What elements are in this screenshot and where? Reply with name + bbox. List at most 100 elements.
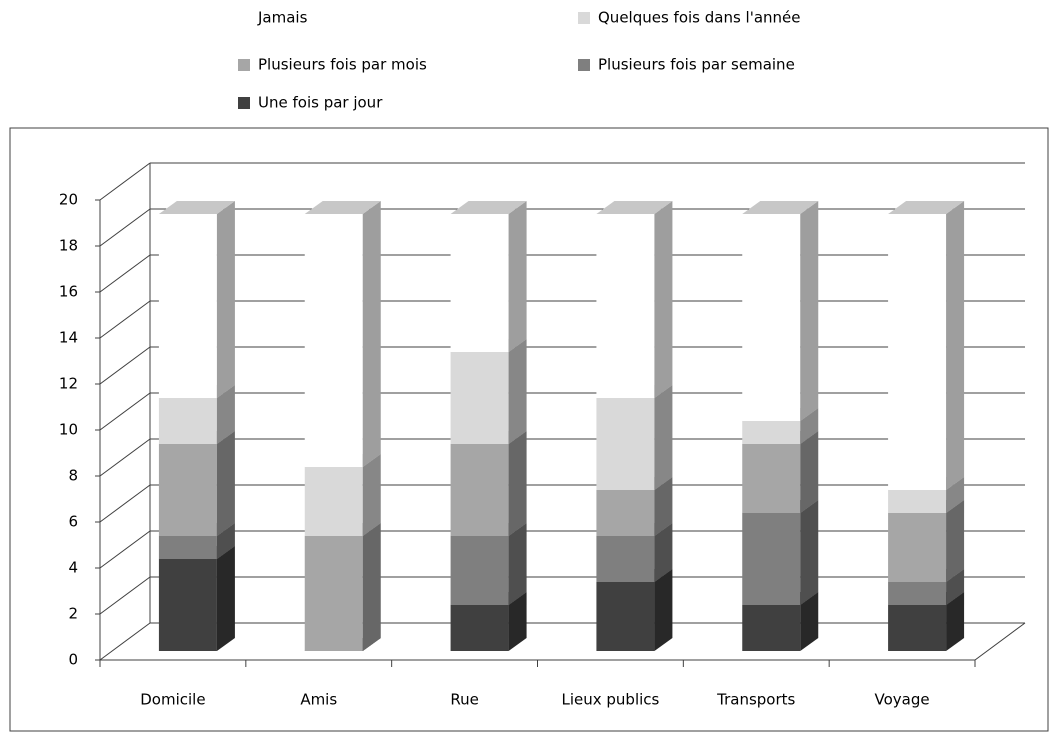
bar-segment [304,536,363,651]
bar-side [654,569,673,651]
x-tick-label: Domicile [140,691,205,709]
x-tick-label: Voyage [875,691,930,709]
bar-segment [742,214,801,421]
legend-swatch [578,59,590,71]
bar-segment [304,214,363,467]
legend-swatch [238,12,250,24]
y-tick-label: 20 [59,191,78,209]
legend-swatch [238,59,250,71]
grid-line [99,254,151,293]
bar-segment [742,513,801,605]
bar-segment [450,352,509,444]
grid-line [99,208,151,247]
grid-line [99,530,151,569]
bar-segment [158,444,217,536]
bar-segment [450,605,509,651]
bar-side [946,500,965,582]
bar-side [946,201,965,490]
y-tick-label: 8 [68,467,78,485]
bar-side [654,523,673,582]
bar-segment [596,490,655,536]
bar-side [216,523,235,559]
x-tick-label: Amis [300,691,337,709]
bar-top [596,201,673,214]
grid-line [99,300,151,339]
bar-segment [158,559,217,651]
bar-side [508,339,527,444]
y-tick-label: 10 [59,421,78,439]
legend-label: Jamais [257,9,308,27]
bar-top [158,201,235,214]
y-tick-label: 6 [68,513,78,531]
legend-label: Plusieurs fois par semaine [598,56,795,74]
x-tick-label: Rue [450,691,478,709]
bar-side [654,201,673,398]
bar-segment [596,214,655,398]
y-tick-label: 2 [68,605,78,623]
grid-line [99,576,151,615]
bar-side [800,408,819,444]
bar-side [362,454,381,536]
bar-side [800,201,819,421]
bar-segment [888,214,947,490]
bar-side [508,523,527,605]
grid-line [99,392,151,431]
bar-top [888,201,965,214]
bar-side [800,592,819,651]
bar-side [508,592,527,651]
bar-side [800,500,819,605]
bar-side [508,431,527,536]
x-tick-label: Lieux publics [561,691,659,709]
bar-segment [596,536,655,582]
bar-side [946,592,965,651]
legend-swatch [578,12,590,24]
bar-side [362,201,381,467]
bar-top [304,201,381,214]
bar-segment [158,214,217,398]
grid-line [99,438,151,477]
y-tick-label: 4 [68,559,78,577]
legend-label: Quelques fois dans l'année [598,9,801,27]
x-tick-label: Transports [716,691,795,709]
bar-side [508,201,527,352]
bar-side [216,431,235,536]
bar-side [654,477,673,536]
bar-segment [450,214,509,352]
bar-segment [742,605,801,651]
bar-side [800,431,819,513]
y-tick-label: 0 [68,651,78,669]
bar-segment [304,467,363,536]
legend-label: Plusieurs fois par mois [258,56,427,74]
bar-side [216,201,235,398]
grid-line [99,622,151,661]
bar-segment [158,398,217,444]
y-tick-label: 14 [59,329,78,347]
bar-side [654,385,673,490]
bar-side [216,385,235,444]
legend-swatch [238,97,250,109]
legend-label: Une fois par jour [258,94,383,112]
grid-line [99,484,151,523]
bar-segment [888,605,947,651]
bar-segment [450,444,509,536]
bar-segment [742,444,801,513]
bar-side [362,523,381,651]
bar-segment [742,421,801,444]
bar-segment [888,490,947,513]
bar-top [742,201,819,214]
y-tick-label: 16 [59,283,78,301]
y-tick-label: 18 [59,237,78,255]
bar-top [450,201,527,214]
grid-line [99,162,151,201]
bar-segment [158,536,217,559]
bar-segment [888,582,947,605]
bar-side [946,569,965,605]
bar-side [216,546,235,651]
grid-line [99,346,151,385]
bar-segment [450,536,509,605]
y-tick-label: 12 [59,375,78,393]
bar-segment [888,513,947,582]
bar-segment [596,398,655,490]
bar-segment [596,582,655,651]
